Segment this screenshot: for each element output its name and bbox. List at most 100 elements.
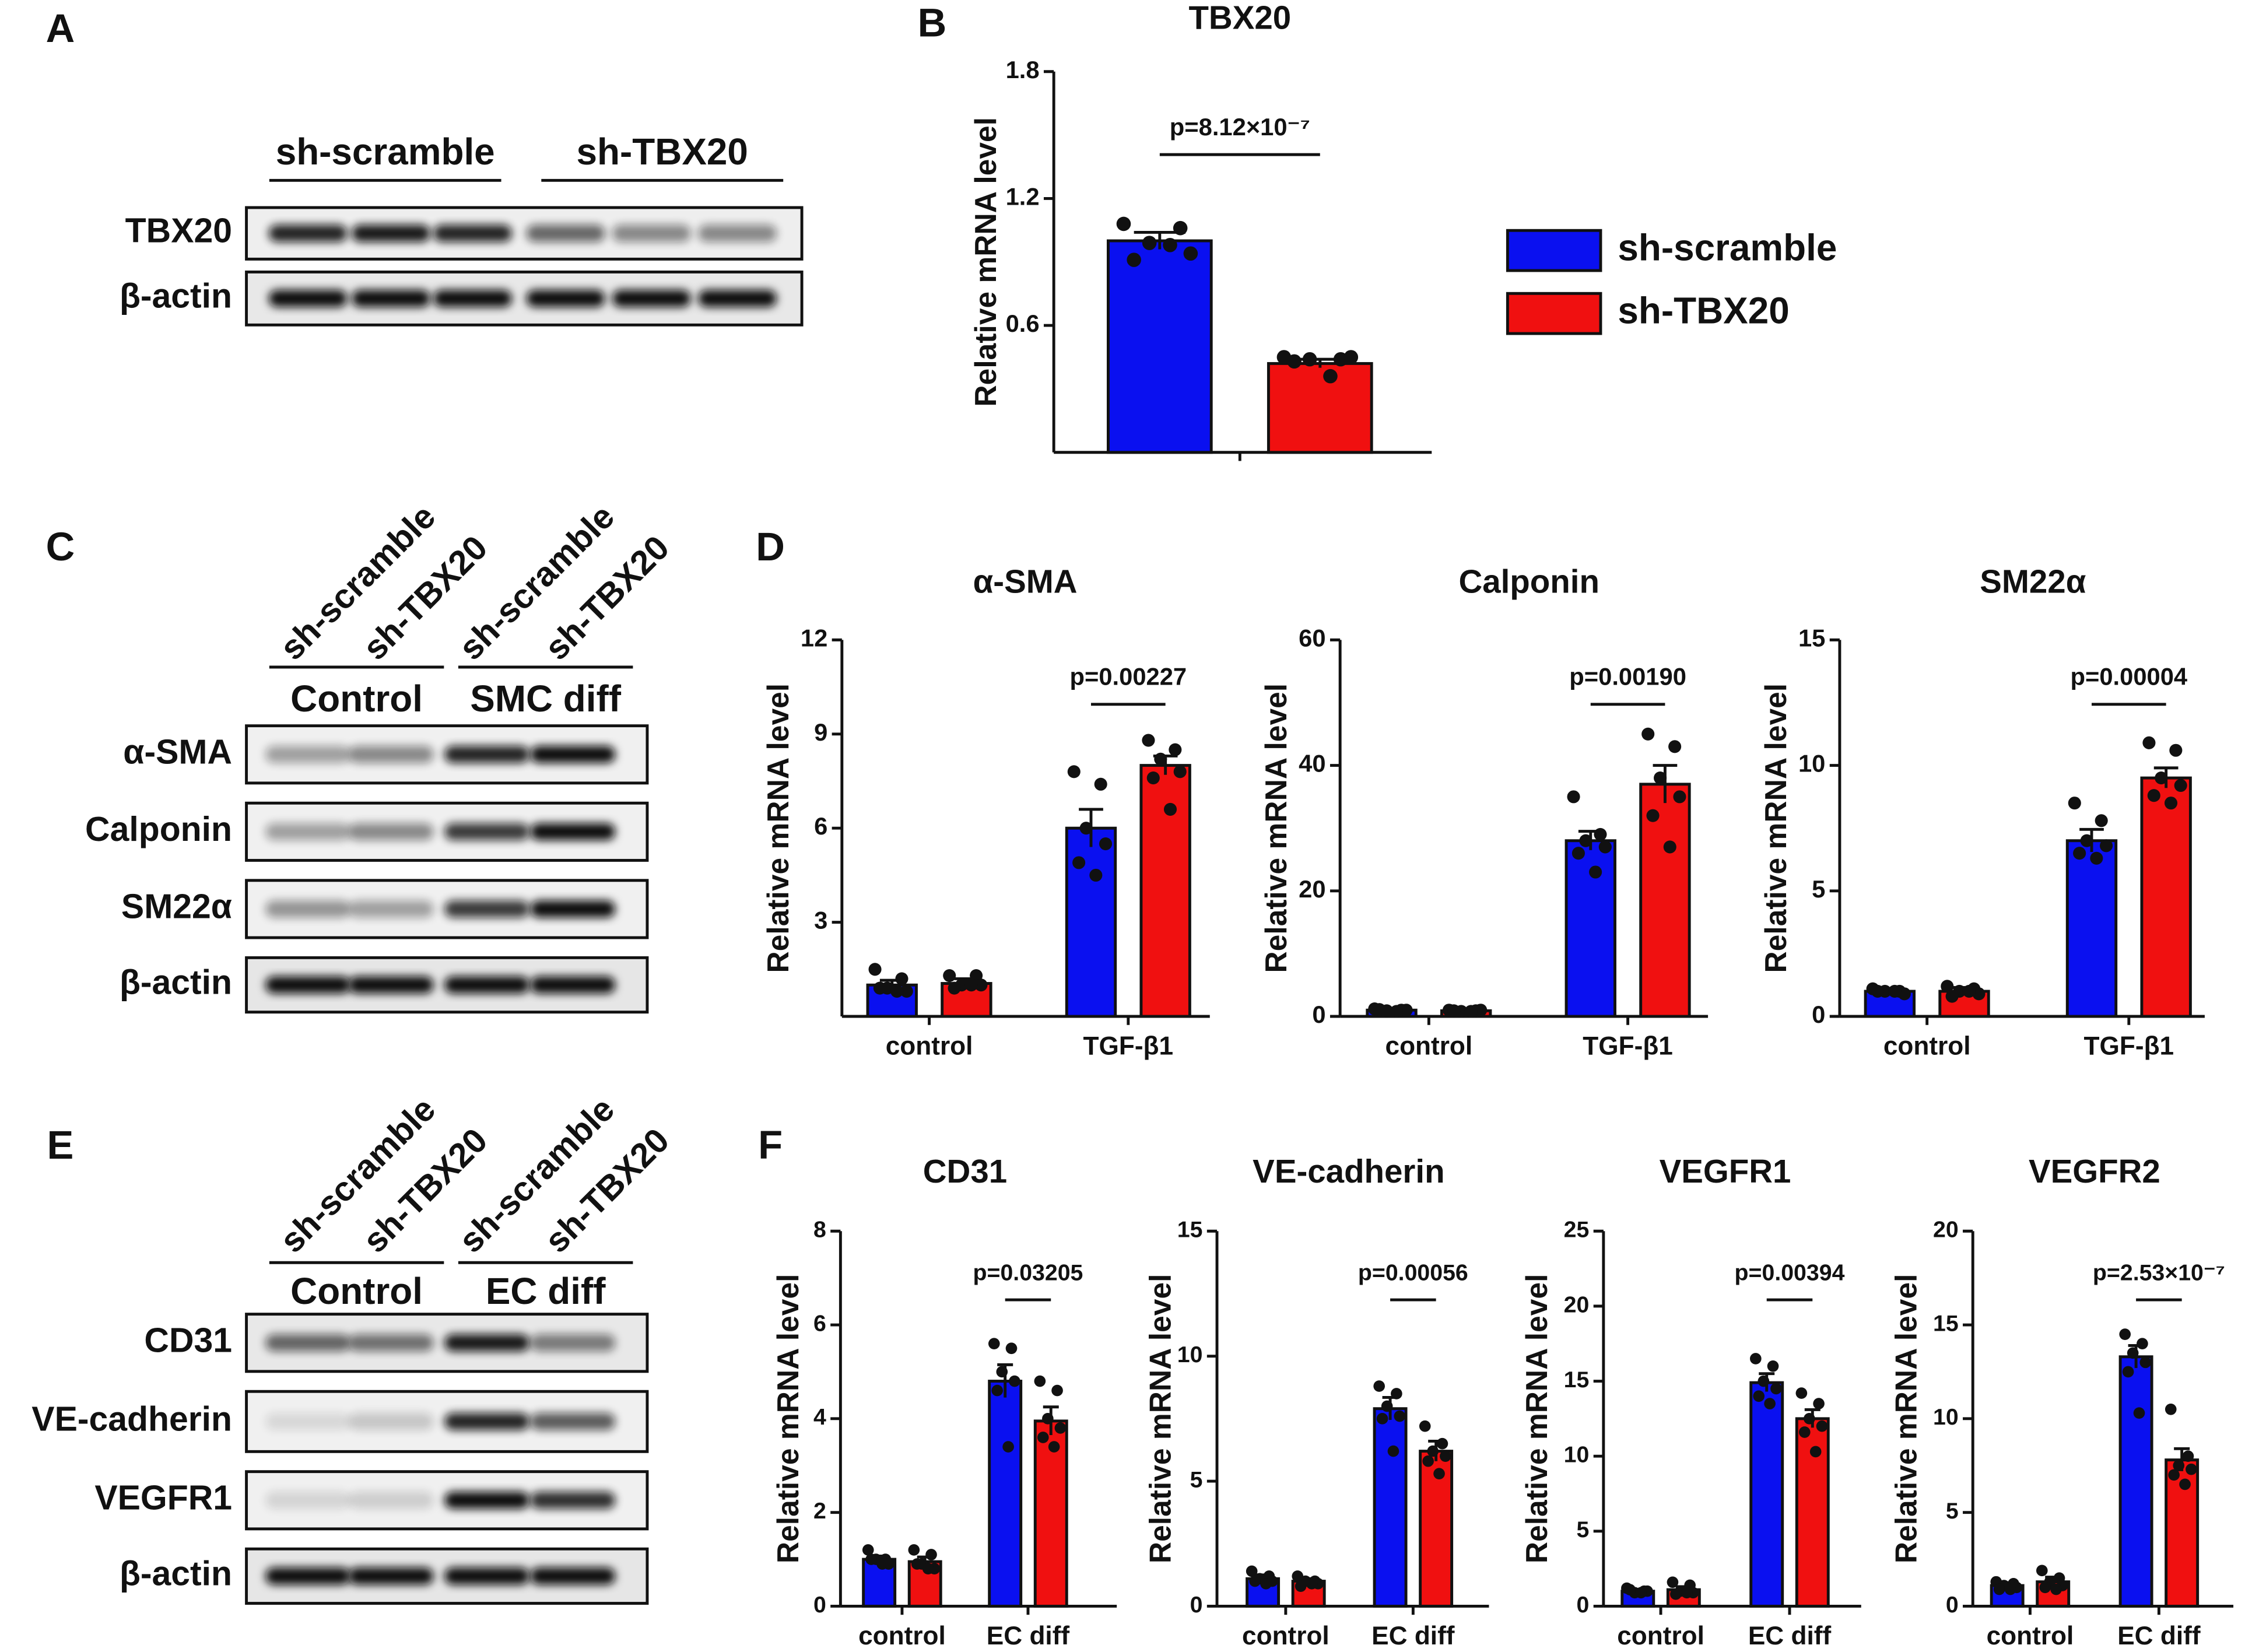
- data-point: [1163, 802, 1177, 816]
- data-point: [1567, 790, 1580, 804]
- row-label: VEGFR1: [94, 1479, 232, 1517]
- band: [612, 290, 691, 307]
- row-label: β-actin: [120, 277, 232, 315]
- p-value: p=0.00004: [2070, 663, 2187, 690]
- panel-letter: B: [918, 0, 947, 45]
- data-point: [2122, 1366, 2134, 1378]
- bar: [1106, 239, 1213, 454]
- data-point: [2174, 778, 2187, 792]
- bar: [1033, 1419, 1068, 1608]
- data-point: [873, 981, 886, 995]
- y-tick-label: 20: [1299, 875, 1325, 903]
- p-value: p=0.00227: [1069, 663, 1187, 690]
- y-axis-label: Relative mRNA level: [1889, 1274, 1923, 1564]
- p-value: p=0.00394: [1735, 1260, 1845, 1285]
- data-point: [1051, 1384, 1063, 1397]
- data-point: [1249, 1575, 1261, 1587]
- data-point: [1302, 352, 1317, 367]
- group-label: SMC diff: [470, 678, 621, 720]
- y-axis-label: Relative mRNA level: [771, 1274, 805, 1564]
- data-point: [1770, 1383, 1782, 1395]
- band: [348, 976, 434, 994]
- y-tick-label: 15: [1933, 1310, 1959, 1336]
- y-axis-label: Relative mRNA level: [761, 683, 795, 973]
- y-tick-label: 1.2: [1006, 183, 1040, 210]
- data-point: [1945, 990, 1959, 1003]
- data-point: [1993, 1583, 2005, 1595]
- data-point: [1163, 237, 1177, 252]
- data-point: [1173, 765, 1187, 778]
- band: [348, 1334, 434, 1352]
- band: [530, 976, 616, 994]
- band: [530, 1413, 616, 1430]
- data-point: [1816, 1420, 1828, 1432]
- band: [348, 1413, 434, 1430]
- bar: [2065, 839, 2118, 1018]
- data-point: [1067, 765, 1081, 778]
- data-point: [1295, 1580, 1307, 1592]
- bar: [1065, 826, 1117, 1018]
- data-point: [1433, 1468, 1445, 1479]
- data-point: [862, 1544, 874, 1556]
- group-label: sh-scramble: [276, 131, 495, 173]
- data-point: [1002, 1441, 1014, 1453]
- group-label: Control: [290, 1270, 423, 1312]
- data-point: [1005, 1342, 1018, 1355]
- data-point: [2050, 1583, 2062, 1595]
- band: [433, 290, 512, 307]
- data-point: [1635, 1587, 1647, 1599]
- y-tick-label: 5: [1190, 1467, 1203, 1492]
- data-point: [865, 1553, 877, 1565]
- band: [348, 1492, 434, 1509]
- band: [352, 290, 430, 307]
- y-tick-label: 6: [814, 812, 827, 840]
- data-point: [900, 984, 913, 998]
- panel-letter: E: [47, 1123, 74, 1167]
- data-point: [1079, 822, 1093, 835]
- data-point: [925, 1549, 937, 1560]
- x-tick-label: TGF-β1: [1583, 1032, 1673, 1061]
- data-point: [1668, 740, 1682, 753]
- data-point: [2164, 797, 2178, 810]
- legend-label: sh-scramble: [1618, 226, 1837, 268]
- band: [444, 1413, 530, 1430]
- data-point: [2095, 814, 2108, 827]
- y-tick-label: 4: [813, 1404, 826, 1430]
- data-point: [2090, 851, 2103, 865]
- data-point: [911, 1558, 923, 1570]
- data-point: [2186, 1463, 2197, 1475]
- data-point: [1009, 1375, 1020, 1387]
- y-tick-label: 0.6: [1006, 310, 1040, 337]
- band: [526, 225, 605, 242]
- y-tick-label: 60: [1299, 624, 1325, 651]
- data-point: [1572, 847, 1585, 860]
- data-point: [1427, 1445, 1439, 1457]
- y-tick-label: 5: [1946, 1498, 1959, 1524]
- y-tick-label: 12: [801, 624, 827, 651]
- band: [612, 225, 691, 242]
- bar: [988, 1380, 1023, 1608]
- data-point: [2133, 1407, 2145, 1419]
- p-value: p=8.12×10⁻⁷: [1170, 113, 1310, 141]
- data-point: [1670, 1588, 1682, 1600]
- band: [444, 746, 530, 763]
- data-point: [1589, 865, 1602, 879]
- data-point: [1146, 771, 1160, 785]
- data-point: [2169, 743, 2183, 757]
- y-tick-label: 40: [1299, 750, 1325, 777]
- y-tick-label: 10: [1933, 1404, 1959, 1430]
- x-tick-label: control: [1987, 1622, 2074, 1650]
- data-point: [1888, 984, 1902, 998]
- y-tick-label: 10: [1564, 1442, 1590, 1468]
- y-axis-label: Relative mRNA level: [1520, 1274, 1553, 1564]
- x-tick-label: EC diff: [1371, 1622, 1455, 1650]
- data-point: [1183, 246, 1198, 261]
- data-point: [1594, 827, 1607, 841]
- data-point: [948, 981, 961, 995]
- legend-label: sh-TBX20: [1618, 289, 1789, 331]
- data-point: [876, 1558, 888, 1570]
- data-point: [1287, 354, 1302, 369]
- bar: [1749, 1381, 1784, 1608]
- y-tick-label: 1.8: [1006, 56, 1040, 83]
- data-point: [2080, 834, 2093, 847]
